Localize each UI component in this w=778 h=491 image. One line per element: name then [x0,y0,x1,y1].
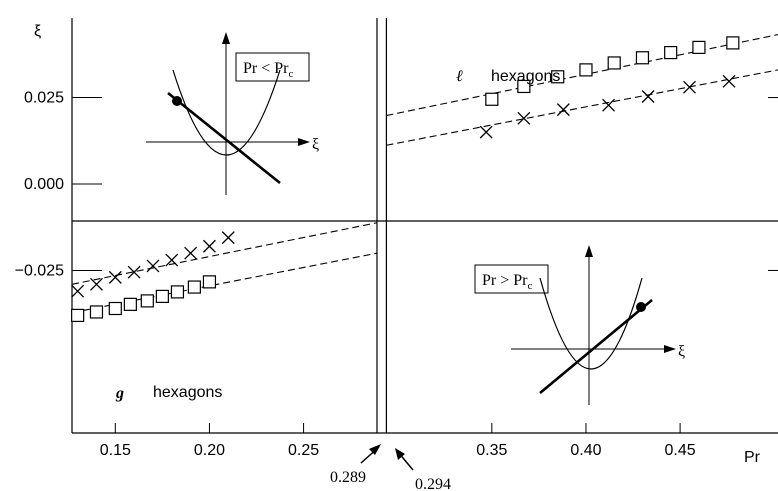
inset-low-label: Pr < Prc [243,60,293,80]
y-tick-label-0: 0.025 [24,90,64,107]
y-tick-label-2: −0.025 [15,262,64,279]
upper-region-symbol: ℓ [456,68,463,85]
point-s2-6 [184,246,198,260]
point-s0-1 [517,79,531,94]
inset-high-pr: Pr > Prc ξ [474,245,685,405]
inset-high-label: Pr > Prc [482,272,532,292]
inset-high-line [539,298,653,395]
point-s0-6 [664,45,678,60]
inset-high-right-arrow [664,345,676,353]
inset-low-right-arrow [298,138,310,146]
point-s1-2 [556,103,570,117]
point-s1-6 [722,74,736,88]
critical-label-0294: 0.294 [415,476,451,491]
point-s1-1 [517,111,531,125]
point-s0-0 [485,92,499,106]
point-s0-4 [607,56,621,70]
x-tick-label-5: 0.45 [665,442,696,459]
inset-low-pr: Pr < Prc ξ [146,32,319,195]
point-s3-4 [140,294,154,308]
upper-region-label: hexagons [491,68,560,85]
inset-low-up-arrow [222,32,230,44]
x-tick-label-1: 0.20 [194,442,225,459]
fit-lines [71,34,778,314]
x-tick-label-3: 0.35 [476,442,507,459]
inset-high-up-arrow [585,245,593,257]
x-tick-label-2: 0.25 [288,442,319,459]
fit-line-3 [71,252,378,314]
inset-low-line [167,91,281,185]
tick-group: 0.15 0.20 0.25 0.35 0.40 0.45 0.025 0.000 −0.025 [15,18,778,459]
inset-low-label-box [235,52,310,82]
point-s1-0 [479,125,493,139]
x-axis-label: Pr [744,449,761,466]
arrow-0289 [360,444,381,464]
x-tick-label-0: 0.15 [100,442,131,459]
point-s2-7 [202,239,216,253]
arrow-0294 [395,448,414,471]
fit-line-1 [386,69,778,146]
lower-region-label: hexagons [153,384,222,401]
point-s1-3 [602,98,616,112]
inset-high-label-box [474,264,549,294]
y-tick-label-1: 0.000 [24,176,64,193]
point-s0-3 [579,63,593,77]
point-s0-8 [726,36,740,50]
point-s3-6 [170,285,185,299]
point-s3-7 [187,280,201,294]
point-s2-0 [71,284,85,298]
inset-high-intersection-dot [636,302,646,312]
lower-region-symbol: g [115,385,124,402]
point-s2-8 [221,231,235,245]
point-s2-2 [108,270,122,284]
point-s2-4 [146,259,160,273]
point-s3-5 [155,289,169,303]
critical-label-0289: 0.289 [330,469,366,486]
inset-high-parabola [539,277,643,370]
point-s1-5 [683,80,696,94]
inset-low-axis-label: ξ [312,136,319,153]
point-s0-2 [551,70,565,84]
point-s3-8 [202,275,217,289]
point-s2-1 [90,277,103,291]
inset-low-intersection-dot [172,96,182,106]
point-s1-4 [641,90,655,103]
x-tick-label-4: 0.40 [570,442,601,459]
point-s2-3 [127,265,141,279]
inset-high-axis-label: ξ [678,343,685,360]
point-s2-5 [165,253,179,267]
fit-line-2 [71,222,378,285]
point-s3-1 [89,305,104,319]
point-s3-2 [108,301,122,316]
y-axis-label: ξ [34,23,41,40]
point-s3-0 [71,308,85,323]
point-s3-3 [123,297,137,311]
point-s0-5 [635,51,650,65]
data-markers [71,36,740,323]
point-s0-7 [692,40,706,54]
